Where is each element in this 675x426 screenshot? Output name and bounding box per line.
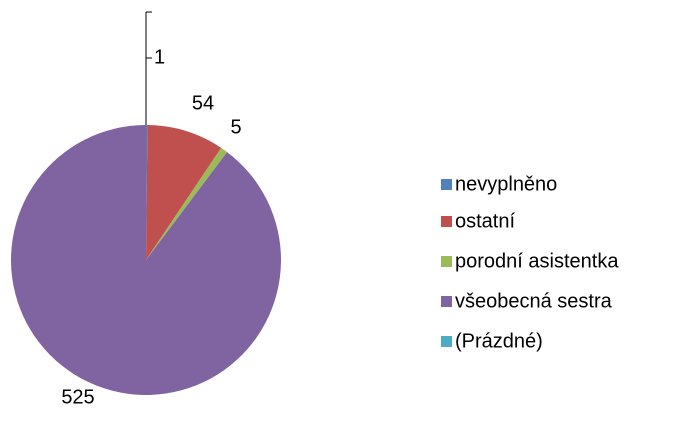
data-label: 1 (154, 46, 165, 68)
legend-label: (Prázdné) (455, 330, 543, 352)
legend-label: ostatní (455, 210, 515, 232)
legend-swatch (441, 296, 452, 307)
legend-swatch (441, 336, 452, 347)
pie-slice (146, 125, 148, 260)
pie-slice (146, 147, 228, 260)
data-label: 54 (192, 92, 214, 114)
data-label: 5 (230, 116, 241, 138)
pie-slice (11, 125, 281, 395)
legend-label: nevyplněno (455, 173, 557, 195)
pie-slice (146, 125, 222, 261)
legend-swatch (441, 216, 452, 227)
legend-label: porodní asistentka (455, 250, 619, 272)
legend-label: všeobecná sestra (455, 290, 613, 312)
data-label: 525 (61, 386, 94, 408)
legend-swatch (441, 179, 452, 190)
legend-swatch (441, 256, 452, 267)
